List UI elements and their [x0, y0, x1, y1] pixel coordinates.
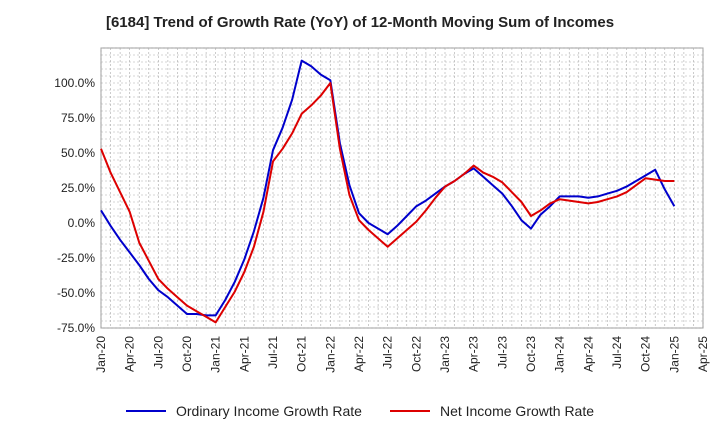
x-tick-label: Jul-21: [266, 336, 280, 369]
legend: Ordinary Income Growth Rate Net Income G…: [0, 403, 720, 419]
y-tick-label: 75.0%: [61, 111, 95, 125]
y-tick-label: -25.0%: [57, 251, 95, 265]
x-tick-label: Oct-23: [524, 336, 538, 372]
series-line-ordinary-income: [100, 59, 676, 317]
x-tick-label: Apr-25: [696, 336, 710, 372]
x-tick-label: Jan-24: [553, 336, 567, 373]
x-tick-label: Jan-25: [667, 336, 681, 373]
series-line-net-income: [100, 82, 675, 324]
y-tick-label: -75.0%: [57, 321, 95, 335]
legend-swatch-ordinary-income: [125, 410, 166, 412]
x-tick-label: Jan-23: [438, 336, 452, 373]
x-tick-label: Apr-22: [352, 336, 366, 372]
x-tick-label: Oct-20: [180, 336, 194, 372]
x-tick-label: Oct-22: [409, 336, 423, 372]
y-tick-label: 0.0%: [68, 216, 96, 230]
x-tick-label: Jan-22: [323, 336, 337, 373]
legend-item-ordinary-income: Ordinary Income Growth Rate: [125, 403, 362, 419]
x-tick-label: Oct-24: [639, 336, 653, 372]
x-tick-label: Apr-20: [123, 336, 137, 372]
legend-label-ordinary-income: Ordinary Income Growth Rate: [175, 403, 362, 419]
y-tick-label: 50.0%: [61, 146, 95, 160]
y-tick-label: -50.0%: [57, 286, 95, 300]
legend-swatch-net-income: [389, 410, 430, 412]
x-tick-label: Jan-20: [94, 336, 108, 373]
legend-item-net-income: Net Income Growth Rate: [389, 403, 595, 419]
y-tick-label: 100.0%: [54, 76, 95, 90]
x-tick-label: Jul-24: [610, 336, 624, 369]
x-tick-label: Jul-20: [151, 336, 165, 369]
chart-title: [6184] Trend of Growth Rate (YoY) of 12-…: [105, 14, 615, 31]
x-tick-label: Oct-21: [295, 336, 309, 372]
x-tick-label: Apr-24: [581, 336, 595, 372]
x-tick-label: Apr-21: [237, 336, 251, 372]
x-tick-label: Jul-22: [381, 336, 395, 369]
legend-label-net-income: Net Income Growth Rate: [439, 403, 595, 419]
y-tick-label: 25.0%: [61, 181, 95, 195]
x-tick-label: Jan-21: [209, 336, 223, 373]
x-tick-label: Apr-23: [467, 336, 481, 372]
x-tick-label: Jul-23: [495, 336, 509, 369]
